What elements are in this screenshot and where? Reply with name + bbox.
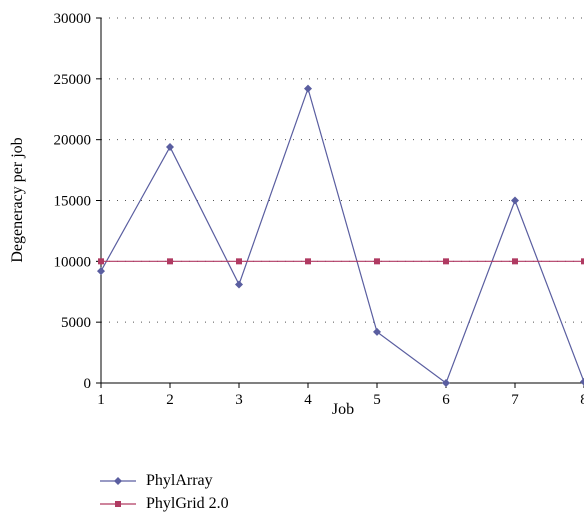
legend-item-phylarray: PhylArray: [100, 469, 229, 492]
y-tick-label: 0: [84, 376, 92, 392]
data-point: [512, 258, 518, 265]
data-point: [373, 327, 381, 336]
series-layer: [97, 84, 584, 387]
data-point: [98, 258, 104, 265]
data-point: [511, 196, 519, 205]
x-tick-label: 7: [511, 392, 519, 408]
data-point: [305, 258, 311, 265]
legend: PhylArray PhylGrid 2.0: [100, 469, 229, 515]
y-tick-label: 15000: [54, 194, 92, 210]
y-axis-title: Degeneracy per job: [9, 137, 26, 262]
y-tick-label: 5000: [61, 315, 91, 331]
x-tick-label: 4: [304, 392, 312, 408]
legend-swatch-phylgrid: [100, 500, 136, 507]
series-phylarray: [97, 84, 584, 387]
y-ticks: 0 5000 10000 15000 20000 25000 30000: [54, 11, 101, 392]
x-tick-label: 3: [235, 392, 243, 408]
y-tick-label: 20000: [54, 133, 92, 149]
x-tick-label: 1: [97, 392, 105, 408]
data-point: [167, 258, 173, 265]
x-tick-label: 5: [373, 392, 381, 408]
data-point: [304, 84, 312, 93]
x-tick-label: 2: [166, 392, 174, 408]
legend-item-phylgrid: PhylGrid 2.0: [100, 492, 229, 515]
data-point: [97, 267, 105, 276]
x-ticks: 1 2 3 4 5 6 7 8: [97, 383, 584, 408]
y-tick-label: 30000: [54, 11, 92, 27]
data-point: [235, 280, 243, 289]
data-point: [581, 258, 584, 265]
data-point: [236, 258, 242, 265]
x-tick-label: 6: [442, 392, 450, 408]
data-point: [442, 379, 450, 387]
y-tick-label: 25000: [54, 72, 92, 88]
legend-label-phylarray: PhylArray: [146, 471, 213, 489]
legend-swatch-phylarray: [100, 476, 136, 485]
data-point: [443, 258, 449, 265]
x-tick-label: 8: [580, 392, 584, 408]
series-phylgrid-2-0: [98, 258, 584, 265]
grid-lines: [101, 17, 584, 323]
x-axis-title: Job: [332, 401, 354, 418]
series-line-phylarray: [100, 86, 584, 384]
data-point: [580, 377, 584, 386]
y-tick-label: 10000: [54, 254, 92, 270]
data-point: [166, 142, 174, 151]
data-point: [374, 258, 380, 265]
legend-label-phylgrid: PhylGrid 2.0: [146, 494, 229, 512]
